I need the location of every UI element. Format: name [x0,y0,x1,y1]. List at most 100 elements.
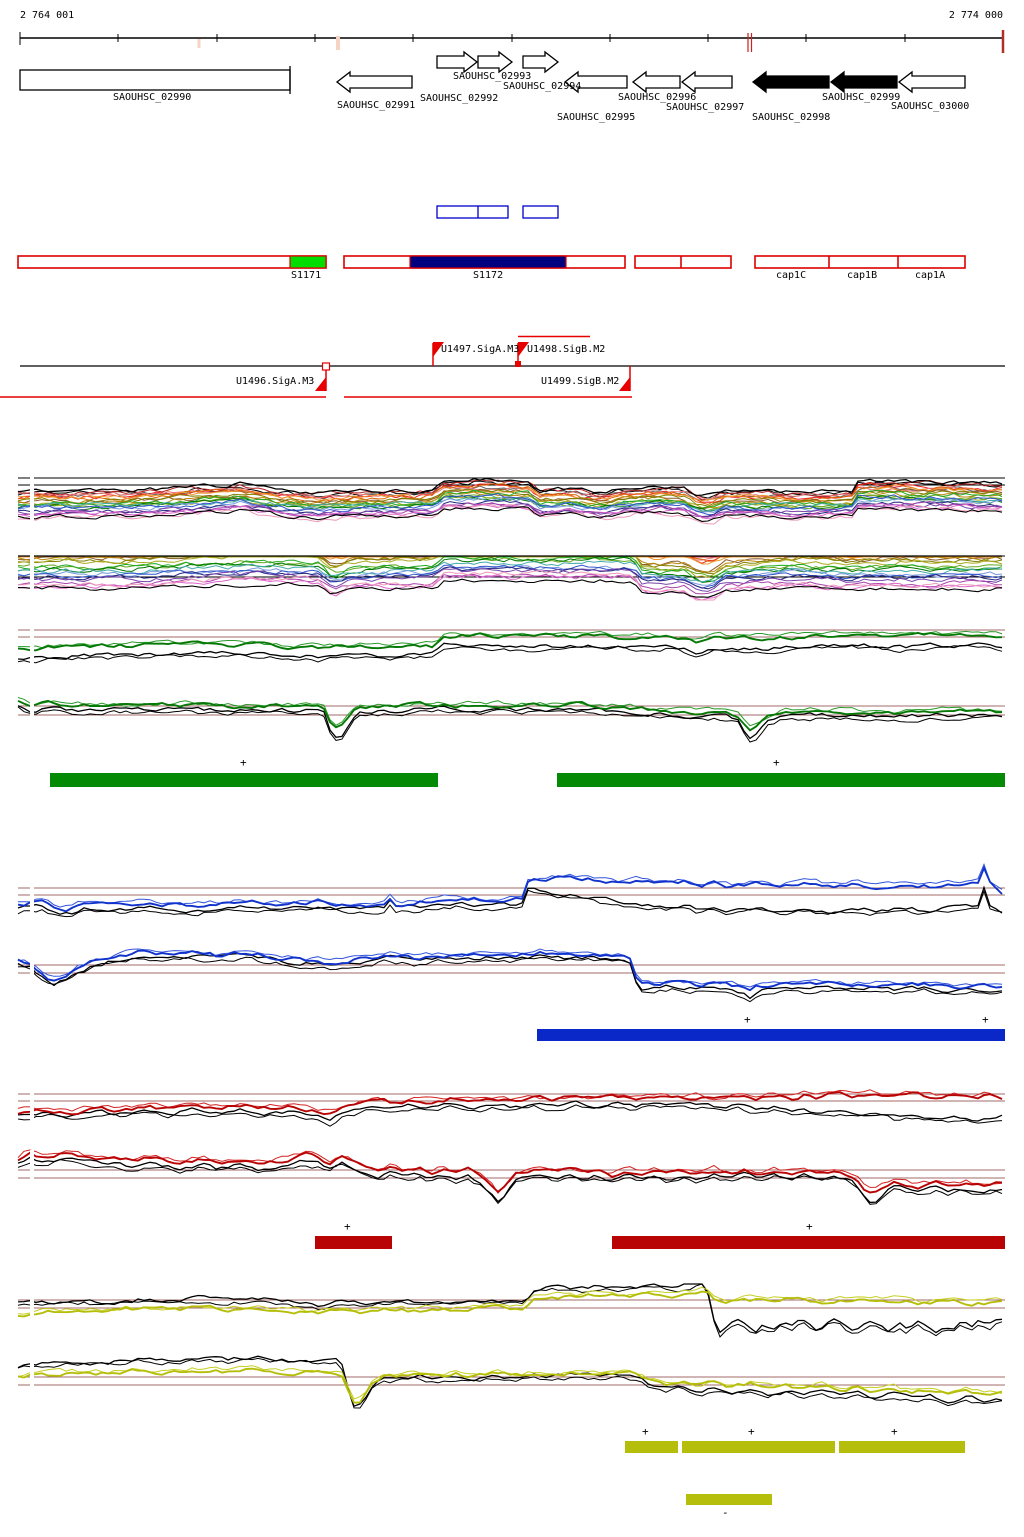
signal-line [17,556,1003,583]
signal-line [17,493,1003,516]
axis-gap [30,536,34,600]
axis-gap [30,1356,34,1420]
axis-gap [30,1086,34,1148]
probe-box[interactable] [522,205,559,219]
gene-arrow-SAOUHSC_02998[interactable] [751,70,830,94]
segment-fill[interactable] [289,255,327,269]
signal-line-black [17,956,1003,1003]
gene-label-SAOUHSC_03000: SAOUHSC_03000 [891,101,970,112]
signal-line [17,574,1003,601]
tss-marker-flag-U1499.SigB.M2[interactable] [619,377,630,391]
signal-line-black [17,952,1003,1000]
probe-box[interactable] [436,205,509,219]
transcript-segment-bar[interactable] [537,1029,1005,1041]
gene-arrow-SAOUHSC_02991[interactable] [335,70,413,94]
segment-box[interactable] [634,255,732,269]
signal-line-colored [17,949,1003,992]
transcript-segment-bar[interactable] [682,1441,835,1453]
tss-label-U1499.SigB.M2: U1499.SigB.M2 [541,376,620,387]
transcript-segment-bar[interactable] [315,1236,392,1249]
gene-arrow-SAOUHSC_02997[interactable] [680,70,733,94]
transcript-segment-bar[interactable] [686,1494,772,1505]
gene-arrow-SAOUHSC_02995[interactable] [563,70,628,94]
transcript-segment-bar[interactable] [625,1441,678,1453]
strand-mark: + [240,756,247,769]
gene-label-SAOUHSC_02999: SAOUHSC_02999 [822,92,901,103]
gene-box-SAOUHSC_02990[interactable] [19,69,291,91]
ruler-start-coordinate: 2 764 001 [20,10,75,21]
transcript-segment-bar[interactable] [50,773,438,787]
signal-line-black [17,1283,1003,1338]
transcript-segment-bar[interactable] [839,1441,965,1453]
gene-arrow-SAOUHSC_03000[interactable] [897,70,966,94]
gene-arrow-SAOUHSC_02996[interactable] [631,70,681,94]
signal-envelope-line [17,578,1003,598]
signal-line-black [17,1283,1003,1334]
axis-gap [30,1150,34,1215]
segment-label-S1171: S1171 [291,270,322,281]
gene-arrow-SAOUHSC_02994[interactable] [522,50,560,74]
gene-arrow-SAOUHSC_02999[interactable] [829,70,898,94]
segment-label-S1172: S1172 [473,270,504,281]
gene-label-SAOUHSC_02998: SAOUHSC_02998 [752,112,831,123]
segment-fill[interactable] [409,255,567,269]
axis-gap [30,940,34,1008]
signal-line-colored [17,865,1003,913]
ruler-end-coordinate: 2 774 000 [948,10,1003,21]
axis-gap [30,618,34,676]
axis-gap [30,864,34,934]
signal-line-black [17,644,1003,664]
axis-gap [30,1284,34,1350]
signal-line-colored [17,1367,1003,1404]
signal-line [17,560,1003,583]
signal-line-black [17,642,1003,661]
axis-gap [30,694,34,752]
gene-label-SAOUHSC_02993: SAOUHSC_02993 [453,71,532,82]
strand-mark: + [806,1220,813,1233]
tss-marker-flag-U1497.SigA.M3[interactable] [433,342,444,357]
signal-line-colored [17,697,1003,727]
tss-label-U1497.SigA.M3: U1497.SigA.M3 [441,344,520,355]
gene-label-SAOUHSC_02996: SAOUHSC_02996 [618,92,697,103]
gene-label-SAOUHSC_02991: SAOUHSC_02991 [337,100,416,111]
tss-label-U1496.SigA.M3: U1496.SigA.M3 [236,376,315,387]
strand-mark: + [773,756,780,769]
gene-label-SAOUHSC_02990: SAOUHSC_02990 [113,92,192,103]
strand-mark: + [344,1220,351,1233]
signal-line-colored [17,948,1003,988]
signal-line [17,489,1003,509]
signal-line-black [17,1355,1003,1408]
tss-marker-square [515,361,521,367]
strand-mark: + [744,1013,751,1026]
signal-line [17,564,1003,589]
gene-arrow-SAOUHSC_02993[interactable] [477,50,514,74]
transcript-segment-bar[interactable] [612,1236,1005,1249]
segment-box[interactable] [754,255,966,269]
signal-line-colored [17,631,1003,652]
signal-line-colored [17,1091,1003,1116]
signal-line [17,482,1003,503]
strand-mark: + [891,1425,898,1438]
tss-label-U1498.SigB.M2: U1498.SigB.M2 [527,344,606,355]
signal-line [17,568,1003,592]
signal-line-black [17,705,1003,740]
signal-envelope-line [17,477,1003,497]
segment-label-cap1B: cap1B [847,270,878,281]
signal-line-colored [17,699,1003,732]
signal-line [17,503,1003,525]
tss-marker-flag-U1496.SigA.M3[interactable] [315,377,326,391]
signal-line-colored [17,1290,1003,1318]
transcript-segment-bar[interactable] [557,773,1005,787]
signal-line [17,569,1003,601]
strand-mark: + [748,1425,755,1438]
segment-box[interactable] [17,255,327,269]
gene-label-SAOUHSC_02994: SAOUHSC_02994 [503,81,582,92]
tss-marker-flag-U1498.SigB.M2[interactable] [518,342,529,357]
axis-gap [30,468,34,532]
signal-line-colored [17,1151,1003,1194]
segment-label-cap1A: cap1A [915,270,946,281]
gene-arrow-SAOUHSC_02992[interactable] [436,50,479,74]
gene-label-SAOUHSC_02992: SAOUHSC_02992 [420,93,499,104]
